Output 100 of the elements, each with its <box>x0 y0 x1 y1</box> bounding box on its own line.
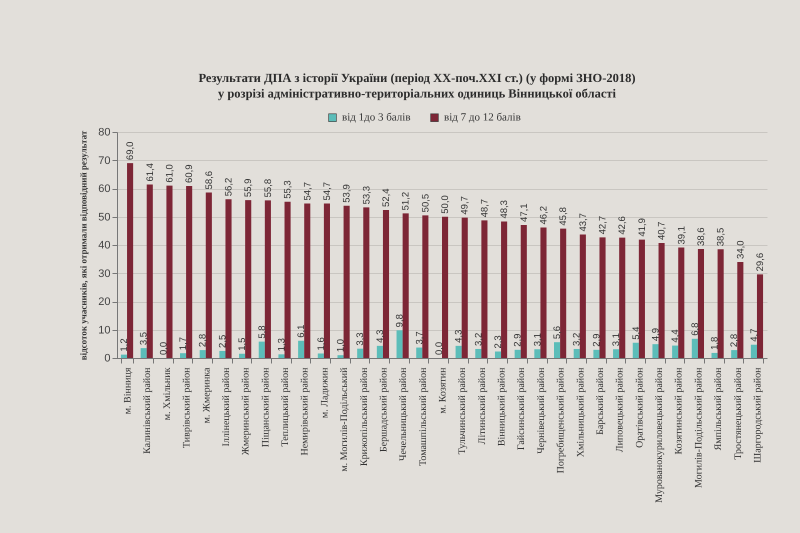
bar <box>127 163 134 358</box>
data-label: 42,6 <box>617 216 628 235</box>
data-label: 54,7 <box>322 182 333 200</box>
data-label: 39,1 <box>676 226 688 245</box>
bar <box>638 240 645 358</box>
data-label: 56,2 <box>224 178 235 196</box>
bar <box>619 238 626 358</box>
data-label: 60,9 <box>184 164 196 183</box>
data-label: 5,6 <box>552 326 564 340</box>
data-label: 45,8 <box>558 207 570 226</box>
x-tick-label: м. Жмеринка <box>201 366 212 424</box>
data-label: 5,4 <box>630 326 642 340</box>
data-label: 1,0 <box>336 338 347 352</box>
x-tick-label: Тульчинський район <box>457 366 468 454</box>
bar <box>298 340 304 358</box>
bar <box>456 346 462 358</box>
bar <box>599 237 606 358</box>
bar <box>225 199 232 358</box>
bar <box>337 355 344 358</box>
bar <box>219 350 226 358</box>
data-label: 0,0 <box>158 342 170 355</box>
data-label: 34,0 <box>735 240 746 259</box>
data-label: 52,4 <box>380 188 392 207</box>
x-tick-label: Гайсинський район <box>516 366 528 450</box>
data-label: 41,9 <box>636 218 648 237</box>
x-tick-label: м. Козятин <box>438 366 448 414</box>
bar <box>402 213 409 358</box>
bar <box>593 350 600 358</box>
bar <box>245 200 252 358</box>
data-label: 2,3 <box>493 335 504 349</box>
bar <box>416 348 422 358</box>
data-label: 0,0 <box>434 342 445 355</box>
data-label: 1,3 <box>276 338 288 352</box>
bar <box>239 354 246 358</box>
bar <box>278 354 285 358</box>
data-label: 2,9 <box>591 334 602 347</box>
bar <box>363 207 370 358</box>
x-tick-label: м. Могилів-Подільський <box>339 366 350 472</box>
data-label: 2,8 <box>198 334 209 348</box>
data-label: 48,3 <box>499 200 510 219</box>
data-label: 48,7 <box>479 198 490 218</box>
data-label: 4,4 <box>670 329 682 343</box>
bar <box>318 353 324 358</box>
data-label: 49,7 <box>460 196 471 215</box>
bar <box>146 184 153 358</box>
y-axis-title: відсоток учасників, які отримали відповідний результат <box>78 130 88 360</box>
y-tick-label: 40 <box>98 240 110 252</box>
bar <box>186 186 192 358</box>
data-label: 3,3 <box>355 332 366 346</box>
data-label: 54,7 <box>302 182 314 200</box>
data-label: 3,2 <box>572 332 583 346</box>
x-tick-label: Тиврівський район <box>182 366 193 448</box>
data-label: 3,2 <box>473 332 484 346</box>
bar <box>632 342 639 358</box>
x-tick-label: Погребищенський район <box>556 366 567 474</box>
data-label: 51,2 <box>400 192 412 210</box>
data-label: 42,7 <box>598 216 609 234</box>
x-tick-label: Козятинський район <box>674 366 685 454</box>
y-tick-label: 10 <box>98 324 110 336</box>
legend-label: від 1до 3 балів <box>342 112 411 124</box>
bar <box>200 350 206 358</box>
data-label: 5,8 <box>256 325 268 339</box>
data-label: 40,7 <box>656 222 668 240</box>
bar <box>475 348 482 358</box>
bar <box>494 352 502 358</box>
bar <box>120 354 128 358</box>
bar <box>140 348 147 358</box>
bar <box>613 349 620 358</box>
bar <box>731 350 738 358</box>
data-label: 38,6 <box>696 227 707 246</box>
bar <box>692 338 698 358</box>
x-tick-label: Хмільницький район <box>575 366 586 458</box>
data-label: 9,8 <box>394 314 406 328</box>
data-label: 2,8 <box>729 334 740 348</box>
data-label: 4,3 <box>454 330 465 343</box>
bar <box>442 216 448 358</box>
bar <box>750 344 757 358</box>
bar <box>658 243 665 358</box>
data-label: 1,7 <box>178 336 190 350</box>
x-tick-label: Чернівецький район <box>536 366 547 454</box>
x-tick-label: Оратівський район <box>634 366 646 448</box>
x-tick-label: Піщанський район <box>260 366 272 448</box>
data-label: 47,1 <box>518 203 530 222</box>
bar <box>258 342 265 358</box>
data-label: 50,0 <box>440 195 452 214</box>
bar <box>481 220 488 358</box>
x-tick-label: Липовецький район <box>614 366 626 452</box>
bar <box>264 200 271 358</box>
data-label: 6,1 <box>296 324 308 338</box>
bar <box>344 206 350 358</box>
x-tick-label: Крижопільський район <box>358 366 370 466</box>
x-tick-label: м. Вінниця <box>122 367 134 414</box>
data-label: 2,9 <box>512 334 524 347</box>
data-label: 1,2 <box>118 338 130 352</box>
bar <box>382 210 390 358</box>
bar <box>422 215 428 358</box>
data-label: 4,3 <box>374 330 386 343</box>
data-label: 58,6 <box>204 170 215 190</box>
data-label: 46,2 <box>538 206 550 224</box>
bar <box>580 234 586 358</box>
